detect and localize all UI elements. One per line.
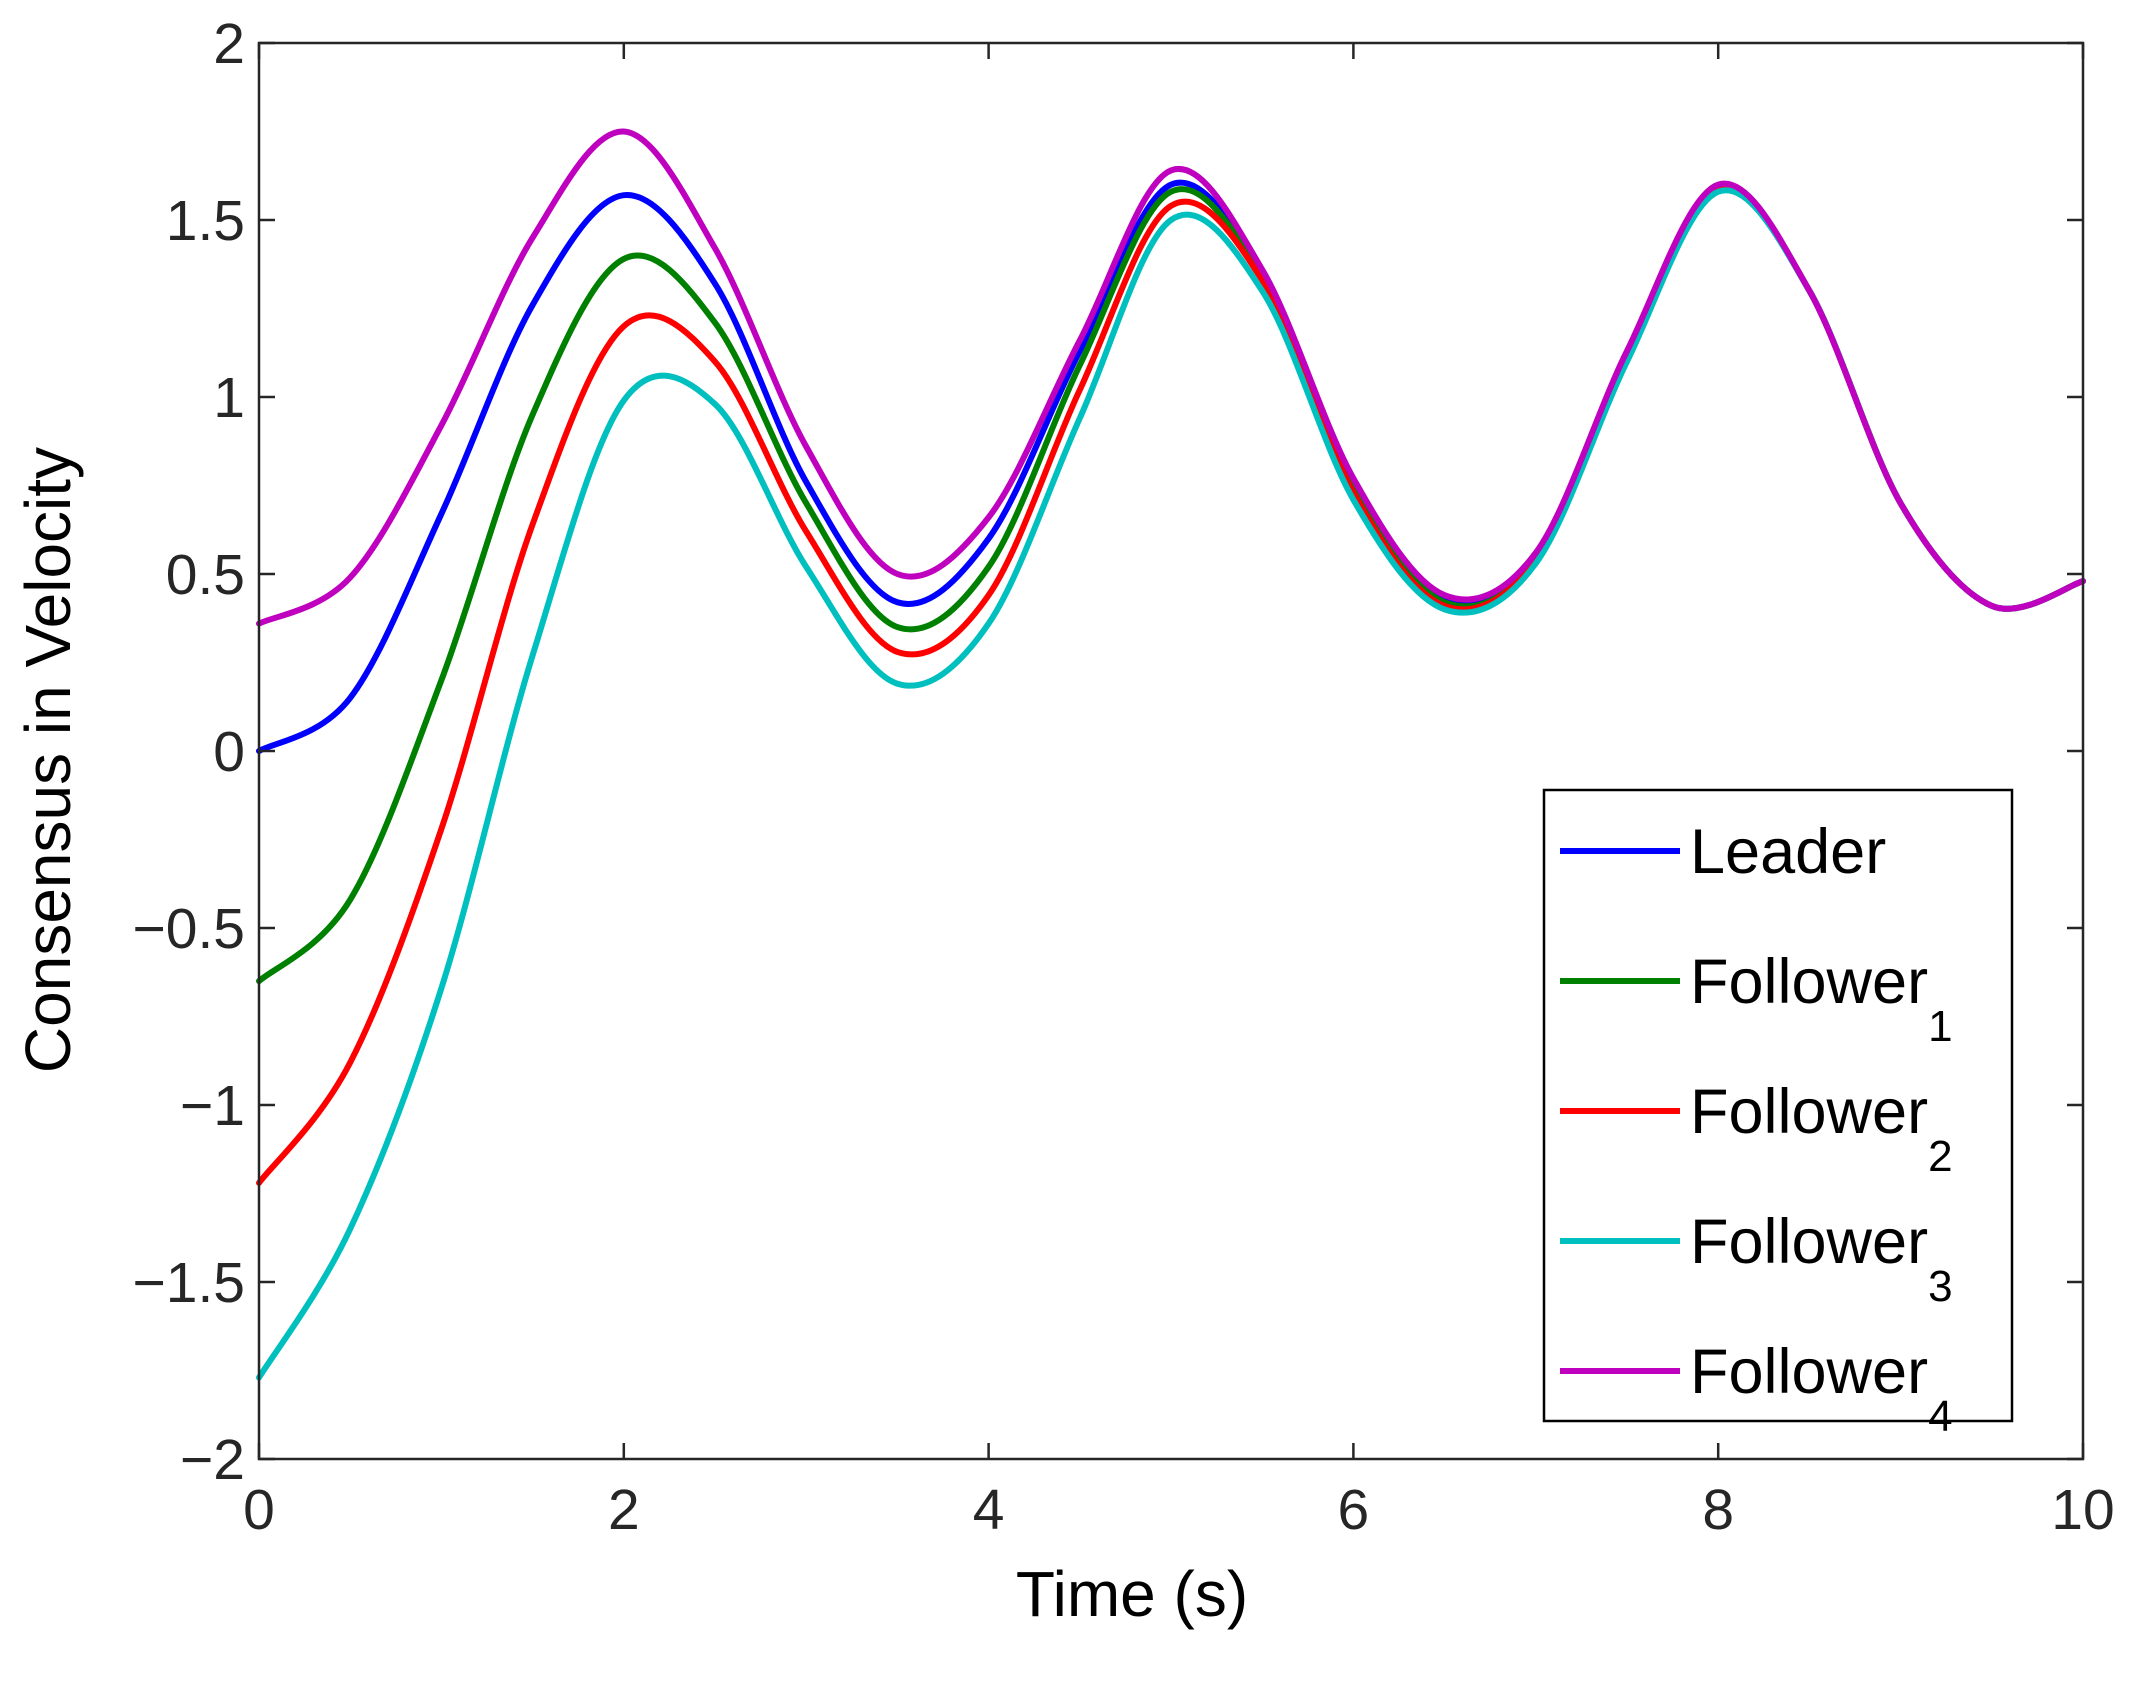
legend-label-2: Follower2 — [1690, 1077, 1953, 1181]
legend-label-1: Follower1 — [1690, 947, 1953, 1051]
legend-box — [1542, 788, 2014, 1423]
series-layer — [256, 128, 2086, 1381]
y-tick-label: 1 — [213, 366, 245, 430]
y-tick-label: −1.5 — [132, 1251, 245, 1315]
x-axis-label: Time (s) — [1016, 1558, 1248, 1630]
x-tick-label: 0 — [243, 1478, 275, 1542]
y-tick-label: −2 — [180, 1428, 245, 1492]
x-tick-label: 8 — [1702, 1478, 1734, 1542]
tick-layer: 0 2 4 6 8 10 −2 −1.5 −1 −0.5 0 0.5 1 1.5 2 — [132, 12, 2114, 1542]
y-tick-label: 0 — [213, 720, 245, 784]
series-line-4 — [256, 128, 2086, 627]
x-tick-label: 4 — [973, 1478, 1005, 1542]
x-tick-label: 2 — [608, 1478, 640, 1542]
y-tick-label: −1 — [180, 1074, 245, 1138]
y-tick-label: −0.5 — [132, 897, 245, 961]
x-tick-label: 10 — [2051, 1478, 2114, 1542]
legend-label-4: Follower4 — [1690, 1337, 1953, 1441]
y-axis-label: Consensus in Velocity — [12, 447, 84, 1073]
x-tick-label: 6 — [1338, 1478, 1370, 1542]
legend-label-3: Follower3 — [1690, 1207, 1953, 1311]
y-tick-label: 2 — [213, 12, 245, 76]
y-tick-label: 1.5 — [166, 189, 245, 253]
legend: Leader Follower1 Follower2 Follower3 Followe… — [1542, 788, 2014, 1441]
legend-label-0: Leader — [1690, 817, 1886, 887]
y-tick-label: 0.5 — [166, 543, 245, 607]
